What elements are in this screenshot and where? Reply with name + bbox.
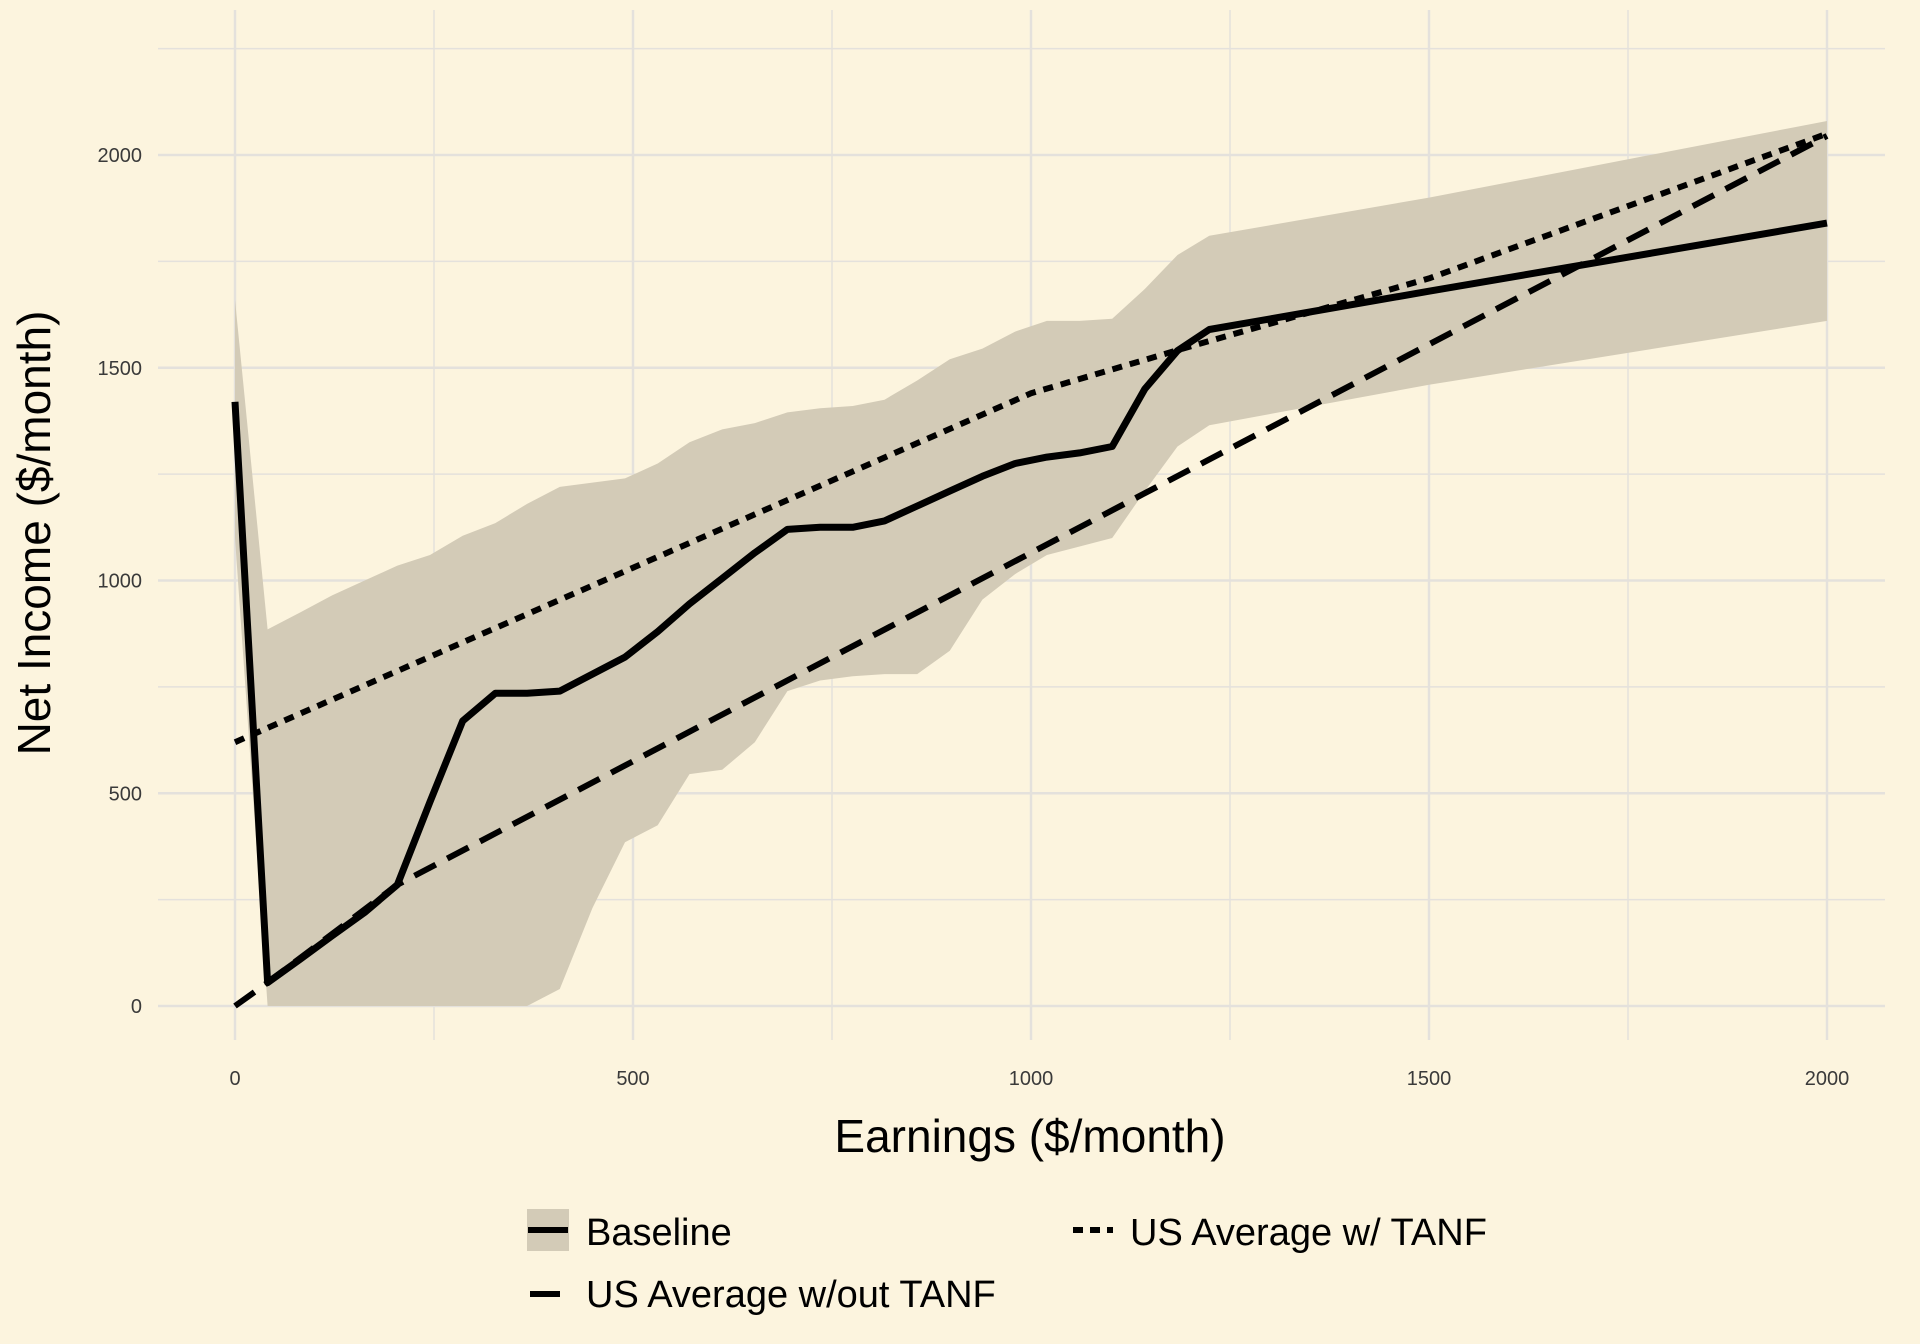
legend-label-baseline: Baseline xyxy=(586,1212,732,1254)
legend-item-baseline: Baseline xyxy=(527,1209,732,1254)
y-tick-label: 1500 xyxy=(98,358,143,380)
x-tick-label: 2000 xyxy=(1805,1068,1850,1090)
y-tick-label: 500 xyxy=(109,783,142,805)
confidence-ribbon-layer xyxy=(235,121,1827,1006)
confidence-ribbon xyxy=(235,121,1827,1006)
legend-label-us-average-with-tanf: US Average w/ TANF xyxy=(1130,1212,1487,1254)
legend-item-us-average-with-tanf: US Average w/ TANF xyxy=(1073,1212,1487,1254)
x-tick-label: 1500 xyxy=(1407,1068,1452,1090)
legend: Baseline US Average w/ TANF US Average w… xyxy=(527,1209,1487,1316)
y-axis-tick-labels: 0 500 1000 1500 2000 xyxy=(98,145,143,1018)
y-axis-title: Net Income ($/month) xyxy=(8,311,60,756)
legend-label-us-average-without-tanf: US Average w/out TANF xyxy=(586,1274,996,1316)
legend-item-us-average-without-tanf: US Average w/out TANF xyxy=(530,1274,996,1316)
series-lines-layer xyxy=(231,130,1829,1009)
x-tick-label: 0 xyxy=(229,1068,240,1090)
y-tick-label: 1000 xyxy=(98,571,143,593)
series-line-us-average-w-tanf xyxy=(233,130,1829,745)
x-tick-label: 500 xyxy=(616,1068,649,1090)
y-tick-label: 2000 xyxy=(98,145,143,167)
x-tick-label: 1000 xyxy=(1009,1068,1054,1090)
x-axis-tick-labels: 0 500 1000 1500 2000 xyxy=(229,1068,1849,1090)
series-line-baseline xyxy=(231,219,1828,987)
y-tick-label: 0 xyxy=(131,996,142,1018)
x-axis-title: Earnings ($/month) xyxy=(834,1110,1225,1162)
